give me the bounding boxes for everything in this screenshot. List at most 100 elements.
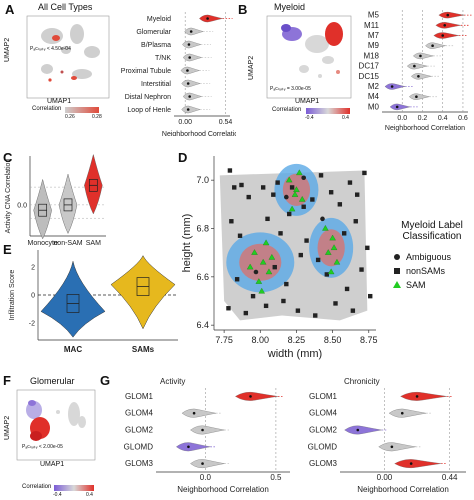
f-umap-ylabel: UMAP2 (4, 415, 11, 440)
G_activity-category-label-glom2: GLOM2 (125, 426, 154, 435)
a-colorbar-tick-max: 0.28 (92, 114, 102, 120)
f-colorbar-tick-min: -0.4 (53, 492, 62, 498)
G_activity-median-glom4 (192, 411, 196, 415)
A_violin-median-loop-of-henle (186, 108, 190, 111)
d-legend-title-line1: Myeloid Label (401, 220, 463, 231)
A_violin-category-label-b-plasma: B/Plasma (141, 42, 171, 49)
B_violin-median-m11 (443, 24, 447, 27)
d-point-nonsams-3 (246, 194, 251, 200)
B_violin-category-label-m5: M5 (368, 11, 380, 20)
G_chronicity-x-tick-label-1: 0.44 (442, 473, 458, 482)
G_activity-violin-glom3 (190, 459, 225, 469)
d-point-sam-13 (333, 258, 341, 265)
c-category-label-monocyte: Monocyte (27, 240, 57, 247)
G_chronicity-violin-glomd (378, 442, 416, 452)
c-violin-monocyte (33, 179, 52, 240)
g-chronicity-chart: 0.00 0.44 GLOM1 GLOM4 GLOM2 GLOMD GLOM3 Neighbo… (308, 377, 466, 494)
G_chronicity-category-label-glom2: GLOM2 (309, 426, 338, 435)
d-point-ambiguous-0 (301, 175, 306, 181)
G_chronicity-category-label-glom1: GLOM1 (309, 392, 338, 401)
B_violin-median-m7 (441, 34, 445, 37)
B_violin-x-tick-label-1: 0.2 (418, 115, 428, 122)
G_activity-category-label-glom3: GLOM3 (125, 459, 154, 468)
B_violin-median-m9 (431, 44, 434, 47)
G_chronicity-violin-glom4 (388, 408, 427, 418)
d-point-sam-6 (293, 186, 300, 192)
d-point-sam-16 (268, 253, 276, 260)
d-point-nonsams-28 (272, 264, 277, 270)
d-point-nonsams-21 (304, 238, 309, 243)
A_violin-category-label-proximal-tubule: Proximal Tubule (121, 68, 171, 75)
B_violin-category-label-dc15: DC15 (359, 72, 380, 81)
A_violin-median-interstitial (186, 82, 190, 85)
panel-label-f: F (3, 373, 11, 388)
A_violin-category-label-glomerular: Glomerular (136, 29, 171, 36)
d-point-nonsams-8 (301, 204, 306, 209)
A_violin-median-glomerular (189, 30, 193, 33)
A_violin-median-b-plasma (187, 43, 191, 46)
a-p-value: Pₐcₜᵢᵥᵢₜᵧ < 4.50e-04 (30, 46, 71, 52)
panel-label-e: E (3, 242, 12, 257)
d-point-nonsams-33 (359, 267, 364, 272)
d-point-sam-14 (327, 268, 335, 275)
d-point-nonsams-19 (278, 231, 283, 236)
d-legend-item-ambiguous: Ambiguous (390, 250, 451, 264)
b-colorbar-tick-min: -0.4 (305, 115, 314, 121)
b-umap-ylabel: UMAP2 (248, 55, 255, 80)
B_violin-violin-m7 (433, 32, 459, 39)
B_violin-median-m0 (395, 105, 399, 109)
G_activity-median-glom2 (201, 428, 204, 432)
G_activity-violin-glomd (176, 442, 211, 452)
G_activity-violin-glom1 (235, 391, 279, 401)
G_activity-category-label-glom4: GLOM4 (125, 409, 154, 418)
g-activity-chart: 0.0 0.5 GLOM1 GLOM4 GLOM2 GLOMD GLOM3 Neighborh… (124, 377, 290, 494)
d-point-nonsams-12 (337, 202, 343, 207)
d-point-nonsams-41 (350, 308, 356, 313)
d-point-nonsams-16 (229, 219, 234, 224)
d-point-nonsams-17 (237, 233, 243, 238)
d-point-nonsams-26 (234, 277, 240, 282)
d-point-nonsams-13 (347, 180, 353, 185)
d-x-tick-label-2: 8.25 (288, 335, 306, 345)
d-legend: Ambiguous nonSAMs SAM (390, 250, 451, 292)
e-y-tick-label-2: -2 (29, 321, 35, 328)
e-violin-chart: 2 0 -2 MAC SAMs Infiltration Score (9, 250, 178, 354)
c-violin-sam (84, 154, 103, 215)
b-p-value: Pₐcₜᵢᵥᵢₜᵧ = 3.00e-05 (270, 86, 311, 92)
panel-label-b: B (238, 2, 248, 17)
B_violin-violin-m2 (384, 83, 406, 90)
G_activity-x-axis-label: Neighborhood Correlation (177, 485, 269, 494)
d-point-sam-12 (325, 249, 332, 255)
d-point-nonsams-25 (365, 245, 370, 251)
d-legend-title-line2: Classification (402, 231, 462, 242)
d-point-ambiguous-1 (284, 194, 289, 200)
A_violin-category-label-loop-of-henle: Loop of Henle (127, 107, 171, 114)
G_chronicity-violin-glom3 (394, 459, 442, 469)
A_violin-x-tick-label-0: 0.00 (178, 119, 192, 126)
B_violin-violin-dc15 (411, 73, 432, 80)
d-point-sam-3 (255, 278, 263, 284)
a-umap-title: All Cell Types (38, 2, 93, 12)
c-category-label-sam: SAM (86, 240, 101, 247)
d-point-sam-4 (262, 239, 270, 246)
d-point-nonsams-5 (271, 192, 276, 197)
A_violin-category-label-t-nk: T/NK (155, 55, 171, 62)
d-point-nonsams-30 (298, 252, 303, 258)
c-category-label-non-sam: non-SAM (53, 240, 82, 247)
G_chronicity-median-glom4 (400, 411, 404, 415)
d-point-sam-2 (265, 268, 273, 275)
d-point-nonsams-14 (354, 192, 360, 197)
A_violin-violin-loop-of-henle (181, 105, 201, 114)
d-point-sam-9 (296, 169, 303, 176)
G_activity-category-label-glom1: GLOM1 (125, 392, 154, 401)
B_violin-median-m4 (415, 95, 418, 98)
d-point-nonsams-40 (333, 301, 338, 306)
B_violin-x-axis-label: Neighborhood Correlation (385, 125, 465, 132)
G_chronicity-median-glom3 (409, 462, 413, 465)
d-point-nonsams-4 (260, 185, 266, 190)
d-point-sam-18 (330, 244, 338, 250)
B_violin-median-dc15 (417, 75, 420, 78)
d-point-nonsams-42 (368, 293, 373, 299)
B_violin-category-label-m11: M11 (364, 21, 380, 30)
